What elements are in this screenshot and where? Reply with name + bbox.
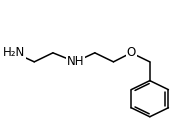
Text: H₂N: H₂N — [3, 46, 25, 59]
Text: NH: NH — [67, 55, 84, 68]
Text: O: O — [127, 46, 136, 59]
